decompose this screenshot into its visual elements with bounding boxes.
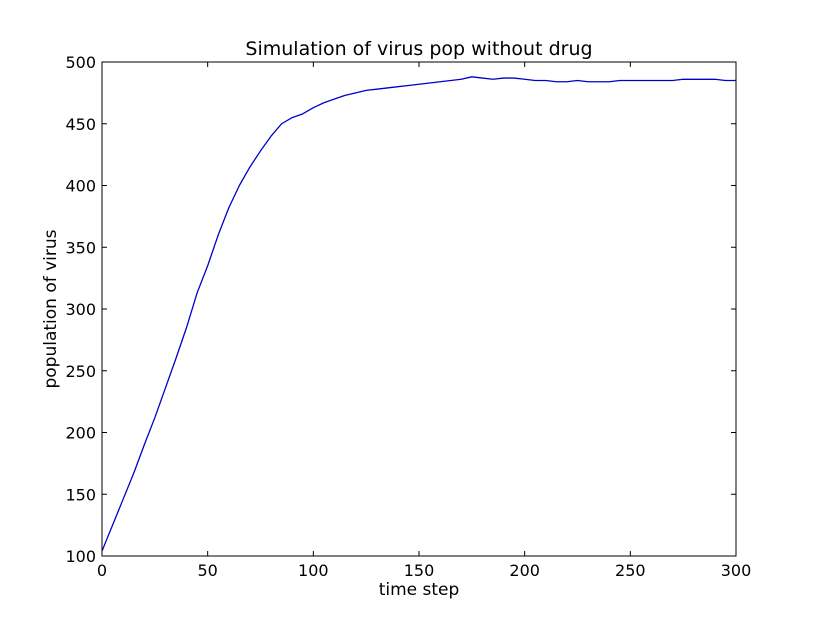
plot-area: 0 50 100 150 200 250 300 100 150 200 250 300 350 400 4… — [65, 53, 751, 580]
x-tick-label: 300 — [721, 561, 752, 580]
y-tick-label: 400 — [65, 177, 96, 196]
x-tick-label: 0 — [97, 561, 107, 580]
x-tick-label: 150 — [404, 561, 435, 580]
y-tick-label: 500 — [65, 53, 96, 72]
y-tick-label: 100 — [65, 547, 96, 566]
y-tick-label: 250 — [65, 362, 96, 381]
y-tick-label: 450 — [65, 115, 96, 134]
x-tick-label: 50 — [197, 561, 217, 580]
y-tick-label: 150 — [65, 485, 96, 504]
x-tick-label: 250 — [615, 561, 646, 580]
series-line-0 — [101, 76, 736, 552]
y-tick-label: 200 — [65, 424, 96, 443]
x-tick-label: 200 — [509, 561, 540, 580]
x-tick-label: 100 — [298, 561, 329, 580]
y-tick-label: 300 — [65, 300, 96, 319]
y-axis-label: population of virus — [41, 229, 61, 388]
y-tick-label: 350 — [65, 238, 96, 257]
chart-title: Simulation of virus pop without drug — [245, 38, 592, 60]
x-axis-label: time step — [379, 580, 460, 600]
